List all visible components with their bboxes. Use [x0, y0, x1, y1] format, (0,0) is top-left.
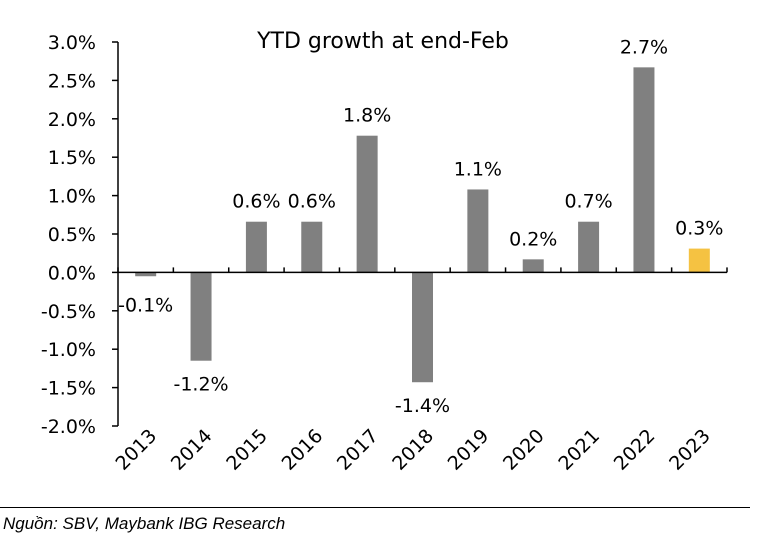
x-tick-label: 2019 [444, 425, 494, 475]
data-label-2016: 0.6% [288, 191, 336, 213]
x-tick-label: 2020 [499, 425, 549, 475]
bar-2021 [578, 221, 600, 273]
bar-2019 [467, 189, 489, 273]
data-labels: -0.1% -1.2% 0.6% 0.6% 1.8% -1.4% 1.1% 0.2% 0.7% 2… [118, 36, 723, 417]
bar-2018 [412, 272, 433, 383]
bar-2020 [522, 259, 544, 273]
data-label-2020: 0.2% [509, 228, 557, 250]
data-label-2013: -0.1% [118, 294, 173, 316]
data-label-2022: 2.7% [620, 36, 668, 58]
bar-2017 [356, 135, 378, 273]
bar-2013 [135, 272, 157, 277]
x-tick-label: 2022 [610, 425, 660, 475]
data-label-2023: 0.3% [675, 218, 723, 240]
chart-title: YTD growth at end-Feb [256, 29, 509, 54]
y-tick-label: 0.5% [48, 224, 96, 246]
x-axis: 2013 2014 2015 2016 2017 2018 2019 2020 2021 2022… [111, 267, 728, 475]
data-label-2015: 0.6% [232, 191, 280, 213]
x-tick-label: 2018 [388, 425, 438, 475]
x-tick-label: 2023 [665, 425, 715, 475]
x-tick-label: 2015 [222, 425, 272, 475]
bar-2014 [190, 272, 212, 361]
data-label-2018: -1.4% [395, 395, 450, 417]
y-tick-label: -0.5% [41, 301, 96, 323]
data-label-2019: 1.1% [454, 158, 502, 180]
x-tick-label: 2014 [167, 425, 217, 475]
data-label-2017: 1.8% [343, 105, 391, 127]
y-tick-label: -2.0% [41, 416, 96, 438]
data-label-2021: 0.7% [564, 191, 612, 213]
y-tick-label: 1.0% [48, 186, 96, 208]
y-tick-label: 2.5% [48, 70, 96, 92]
y-tick-label: -1.5% [41, 378, 96, 400]
bars [135, 67, 710, 383]
y-tick-label: 0.0% [48, 262, 96, 284]
x-tick-label: 2021 [554, 425, 604, 475]
data-label-2014: -1.2% [173, 374, 228, 396]
x-tick-label: 2017 [333, 425, 383, 475]
y-axis: 3.0% 2.5% 2.0% 1.5% 1.0% 0.5% 0.0% -0.5% -1.0% -1… [41, 32, 119, 438]
x-tick-label: 2016 [278, 425, 328, 475]
y-tick-label: 3.0% [48, 32, 96, 54]
y-tick-label: 2.0% [48, 109, 96, 131]
ytd-growth-bar-chart: YTD growth at end-Feb 3.0% 2.5% 2.0% 1.5% 1.… [41, 29, 728, 475]
y-tick-label: 1.5% [48, 147, 96, 169]
bar-2022 [633, 67, 655, 273]
x-tick-label: 2013 [111, 425, 161, 475]
bar-2015 [245, 221, 267, 273]
bar-2023 [688, 248, 710, 273]
bar-2016 [301, 221, 323, 273]
source-divider [0, 507, 750, 508]
y-tick-label: -1.0% [41, 339, 96, 361]
source-note: Nguồn: SBV, Maybank IBG Research [3, 514, 286, 533]
